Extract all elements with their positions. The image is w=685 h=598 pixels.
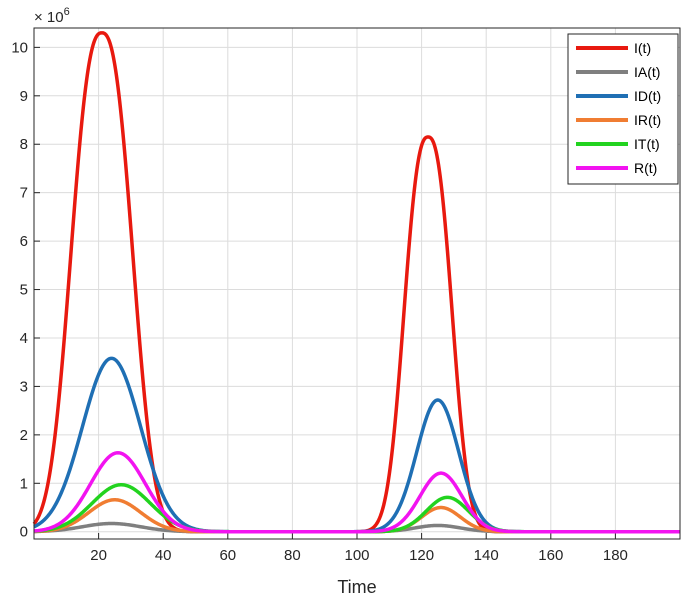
x-tick-label: 20 xyxy=(90,547,107,564)
legend-box xyxy=(567,33,679,185)
x-tick-label: 80 xyxy=(284,547,301,564)
x-tick-label: 160 xyxy=(538,547,563,564)
legend-label: R(t) xyxy=(634,160,657,176)
legend-label: IA(t) xyxy=(634,64,660,80)
legend: I(t) IA(t) ID(t) IR(t) IT(t) R(t) xyxy=(567,33,679,185)
y-tick-label: 3 xyxy=(20,378,28,395)
legend-label: ID(t) xyxy=(634,88,661,104)
y-tick-label: 4 xyxy=(20,330,28,347)
x-tick-label: 100 xyxy=(344,547,369,564)
y-exponent-label: × 106 xyxy=(34,6,70,26)
y-tick-label: 1 xyxy=(20,475,28,492)
y-tick-label: 2 xyxy=(20,427,28,444)
legend-label: IR(t) xyxy=(634,112,661,128)
y-tick-label: 8 xyxy=(20,136,28,153)
x-tick-label: 60 xyxy=(219,547,236,564)
x-tick-label: 40 xyxy=(155,547,172,564)
series-line-rt xyxy=(33,451,681,534)
legend-label: I(t) xyxy=(634,40,651,56)
x-tick-label: 180 xyxy=(603,547,628,564)
y-tick-label: 7 xyxy=(20,185,28,202)
y-tick-label: 10 xyxy=(11,39,28,56)
y-tick-label: 0 xyxy=(20,524,28,541)
x-tick-label: 140 xyxy=(474,547,499,564)
y-tick-label: 5 xyxy=(20,282,28,299)
y-tick-label: 9 xyxy=(20,88,28,105)
axis-ticks: 20 40 60 80 100 120 140 160 180 0 1 2 3 4 5 6 7 8 9 10 xyxy=(11,39,628,564)
plot-frame xyxy=(33,27,681,540)
series-lines xyxy=(32,31,681,534)
legend-label: IT(t) xyxy=(634,136,660,152)
y-tick-label: 6 xyxy=(20,233,28,250)
x-tick-label: 120 xyxy=(409,547,434,564)
x-axis-label: Time xyxy=(337,577,376,597)
